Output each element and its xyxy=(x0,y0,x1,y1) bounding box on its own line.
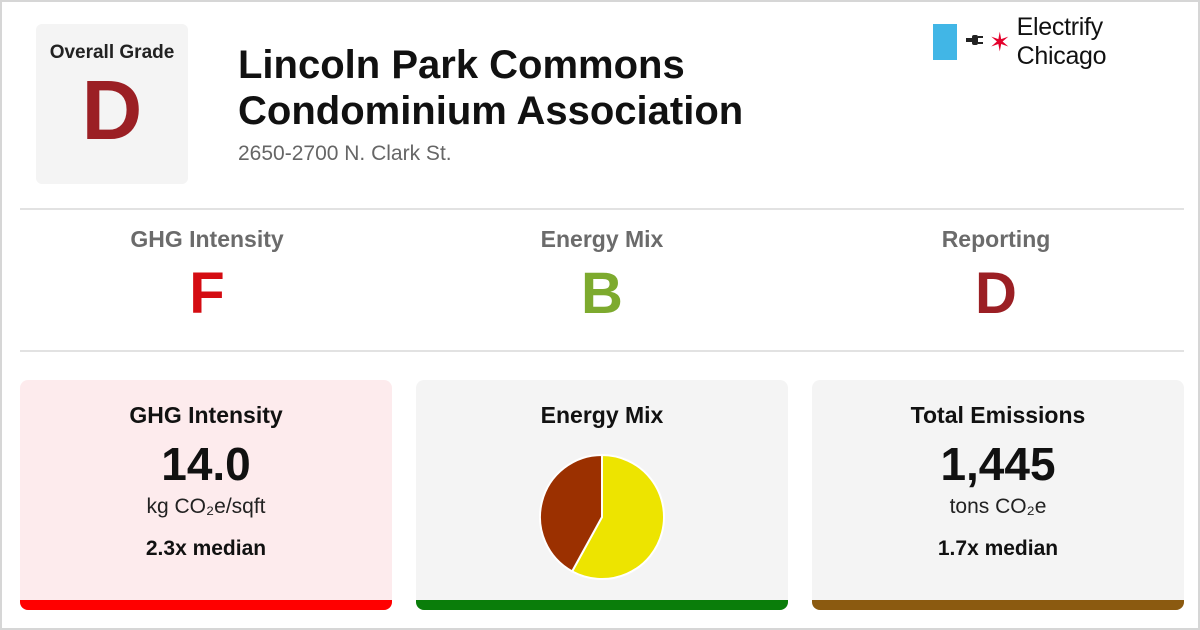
building-title: Lincoln Park Commons Condominium Associa… xyxy=(238,42,898,134)
divider-top xyxy=(20,208,1184,210)
building-title-line1: Lincoln Park Commons xyxy=(238,43,685,87)
ghg-intensity-panel: GHG Intensity 14.0 kg CO₂e/sqft 2.3x med… xyxy=(20,380,392,610)
grade-label: GHG Intensity xyxy=(130,226,284,252)
ghg-intensity-color-bar xyxy=(20,600,392,610)
energy-mix-pie-chart xyxy=(539,453,665,580)
building-address: 2650-2700 N. Clark St. xyxy=(238,142,452,165)
energy-mix-panel: Energy Mix xyxy=(416,380,788,610)
chicago-flag-icon xyxy=(933,24,957,60)
total-emissions-color-bar xyxy=(812,600,1184,610)
panel-title: GHG Intensity xyxy=(129,402,283,428)
building-title-line2: Condominium Association xyxy=(238,89,744,133)
total-emissions-unit: tons CO₂e xyxy=(949,495,1047,518)
pie-slice-0 xyxy=(570,453,665,580)
grade-letter: F xyxy=(189,261,225,326)
overall-grade-label: Overall Grade xyxy=(49,42,175,63)
total-emissions-value: 1,445 xyxy=(940,438,1056,490)
overall-grade-box: Overall Grade D xyxy=(36,24,188,184)
star-icon: ✶ xyxy=(988,27,1011,57)
grade-label: Reporting xyxy=(941,226,1051,252)
ghg-intensity-median: 2.3x median xyxy=(145,537,267,560)
overall-grade-letter: D xyxy=(81,63,143,157)
total-emissions-median: 1.7x median xyxy=(937,537,1059,560)
panel-title: Total Emissions xyxy=(910,402,1086,428)
grade-label: Energy Mix xyxy=(540,226,664,252)
ghg-intensity-unit: kg CO₂e/sqft xyxy=(146,495,266,518)
grade-reporting: Reporting D xyxy=(799,226,1193,323)
electrify-chicago-logo[interactable]: ✶ Electrify Chicago xyxy=(933,13,1198,70)
grade-ghg-intensity: GHG Intensity F xyxy=(10,226,404,323)
ghg-intensity-value: 14.0 xyxy=(161,438,251,490)
grade-letter: B xyxy=(581,261,623,326)
total-emissions-panel: Total Emissions 1,445 tons CO₂e 1.7x med… xyxy=(812,380,1184,610)
grade-letter: D xyxy=(975,261,1017,326)
plug-icon xyxy=(965,33,985,52)
panel-title: Energy Mix xyxy=(540,402,664,428)
energy-mix-color-bar xyxy=(416,600,788,610)
divider-middle xyxy=(20,350,1184,352)
logo-text: Electrify Chicago xyxy=(1016,13,1107,70)
grade-energy-mix: Energy Mix B xyxy=(405,226,799,323)
pie-slice-1 xyxy=(539,453,603,573)
